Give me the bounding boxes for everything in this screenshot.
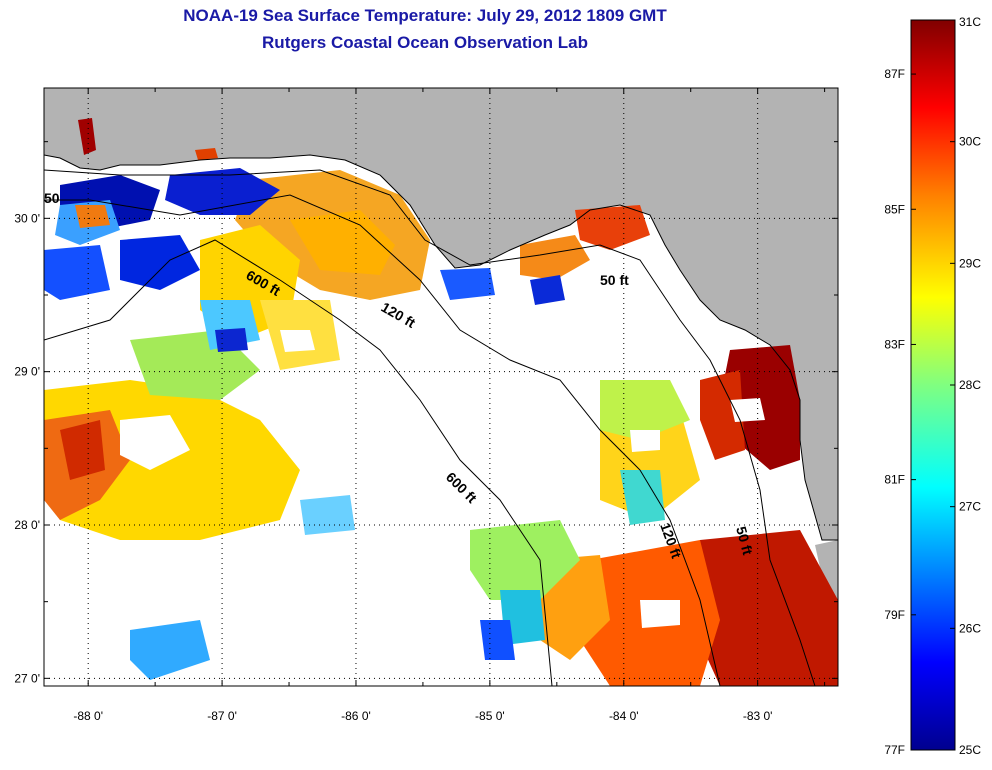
sst-patch bbox=[78, 118, 96, 155]
coastline bbox=[44, 154, 838, 541]
sst-patch bbox=[690, 530, 838, 686]
colorbar-celsius-label: 27C bbox=[959, 500, 981, 514]
lat-tick-label: 28 0' bbox=[14, 518, 40, 532]
sst-patch bbox=[290, 210, 395, 275]
colorbar-fahrenheit-label: 79F bbox=[884, 608, 905, 622]
colorbar-fahrenheit-label: 81F bbox=[884, 473, 905, 487]
colorbar-celsius-label: 26C bbox=[959, 621, 981, 635]
lon-tick-label: -85 0' bbox=[475, 709, 505, 723]
map-subtitle: Rutgers Coastal Ocean Observation Lab bbox=[262, 33, 588, 52]
isobath-label: 50 ft bbox=[733, 525, 756, 557]
cloud-patch bbox=[630, 430, 660, 452]
sst-patch bbox=[480, 620, 515, 660]
lon-tick-label: -86 0' bbox=[341, 709, 371, 723]
sst-patch bbox=[620, 470, 665, 525]
colorbar-celsius-label: 28C bbox=[959, 378, 981, 392]
sst-patch bbox=[520, 235, 590, 280]
isobath-120ft bbox=[44, 194, 721, 686]
lon-tick-label: -88 0' bbox=[73, 709, 103, 723]
colorbar bbox=[910, 19, 956, 751]
map-title: NOAA-19 Sea Surface Temperature: July 29… bbox=[183, 6, 667, 25]
cloud-patch bbox=[730, 398, 765, 422]
peninsula-tip bbox=[815, 540, 838, 600]
land-mass bbox=[44, 88, 838, 540]
sst-patch bbox=[60, 420, 105, 480]
lon-tick-label: -87 0' bbox=[207, 709, 237, 723]
colorbar-celsius-label: 31C bbox=[959, 15, 981, 29]
cloud-patch bbox=[120, 415, 190, 470]
sst-patch bbox=[75, 205, 110, 228]
colorbar-celsius-label: 25C bbox=[959, 743, 981, 757]
colorbar-ticks: 31C 30C 29C 28C 27C 26C 25C 87F 85F 83F 81F 79F 77F bbox=[884, 15, 981, 757]
cloud-patch bbox=[280, 330, 315, 352]
sst-patch bbox=[130, 620, 210, 680]
sst-patch bbox=[600, 380, 690, 440]
axis-ticks: -88 0' -87 0' -86 0' -85 0' -84 0' -83 0' 27 0… bbox=[14, 88, 838, 723]
sst-patch bbox=[195, 148, 218, 160]
colorbar-fahrenheit-label: 83F bbox=[884, 337, 905, 351]
sst-patch bbox=[575, 205, 650, 250]
sst-patch bbox=[120, 235, 200, 290]
isobath-label: 50 bbox=[44, 190, 60, 206]
sst-patch bbox=[440, 268, 495, 300]
lat-tick-label: 29 0' bbox=[14, 365, 40, 379]
lon-tick-label: -83 0' bbox=[743, 709, 773, 723]
isobath-label: 50 ft bbox=[600, 272, 629, 288]
lat-tick-label: 30 0' bbox=[14, 211, 40, 225]
isobath-600ft bbox=[44, 239, 553, 686]
colorbar-fahrenheit-label: 87F bbox=[884, 67, 905, 81]
colorbar-fahrenheit-label: 77F bbox=[884, 743, 905, 757]
colorbar-fahrenheit-label: 85F bbox=[884, 202, 905, 216]
lon-tick-label: -84 0' bbox=[609, 709, 639, 723]
sst-patch bbox=[44, 245, 110, 300]
sst-patch bbox=[470, 520, 580, 600]
map-plot-area: 600 ft 120 ft 50 ft 600 ft 120 ft 50 ft … bbox=[44, 88, 838, 686]
lat-tick-label: 27 0' bbox=[14, 671, 40, 685]
sst-patch bbox=[530, 275, 565, 305]
sst-patch bbox=[165, 168, 280, 215]
plot-frame bbox=[43, 87, 839, 687]
colorbar-celsius-label: 30C bbox=[959, 135, 981, 149]
isobath-50ft bbox=[44, 169, 816, 686]
sst-patch bbox=[215, 328, 248, 352]
sst-patch bbox=[700, 370, 745, 460]
sst-patch bbox=[300, 495, 355, 535]
cloud-patch bbox=[640, 600, 680, 628]
colorbar-celsius-label: 29C bbox=[959, 256, 981, 270]
